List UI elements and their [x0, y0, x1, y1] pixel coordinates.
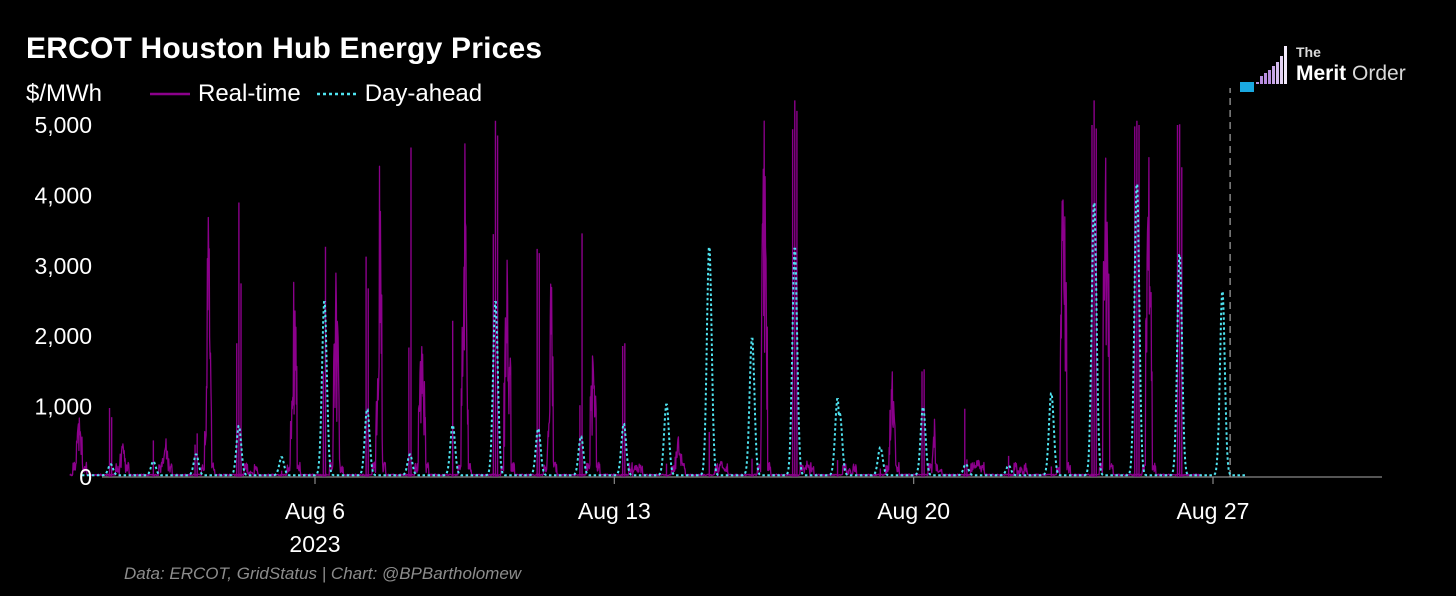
legend-item-realtime: Real-time: [150, 80, 301, 108]
logo-order-text: Order: [1352, 62, 1406, 85]
y-tick-label: 5,000: [34, 112, 92, 138]
y-tick-label: 0: [79, 464, 92, 490]
logo-wordmark: Merit Order: [1296, 62, 1406, 86]
source-note: Data: ERCOT, GridStatus | Chart: @BPBart…: [124, 564, 522, 583]
y-tick-label: 4,000: [34, 182, 92, 208]
chart-title: ERCOT Houston Hub Energy Prices: [26, 32, 543, 65]
legend-swatch-realtime: [150, 92, 190, 96]
merit-order-logo: The Merit Order: [1240, 42, 1440, 98]
x-tick-label: Aug 27: [1177, 498, 1250, 524]
y-tick-label: 3,000: [34, 253, 92, 279]
x-tick-label: Aug 20: [877, 498, 950, 524]
x-tick-sublabel: 2023: [289, 531, 340, 557]
realtime-series-line: [69, 120, 1202, 478]
x-tick-label: Aug 6: [285, 498, 345, 524]
logo-bars-icon: [1240, 46, 1287, 92]
legend-label-dayahead: Day-ahead: [364, 80, 483, 107]
y-tick-label: 1,000: [34, 394, 92, 420]
y-axis-unit-label: $/MWh: [26, 80, 103, 107]
x-tick-label: Aug 13: [578, 498, 651, 524]
chart-legend: Real-time Day-ahead: [150, 80, 498, 108]
legend-item-dayahead: Day-ahead: [316, 80, 483, 108]
legend-swatch-dayahead: [316, 92, 357, 96]
logo-merit-text: Merit: [1296, 62, 1347, 85]
legend-label-realtime: Real-time: [198, 80, 301, 107]
logo-the-text: The: [1296, 44, 1321, 60]
dayahead-series-line: [81, 183, 1246, 477]
y-tick-label: 2,000: [34, 323, 92, 349]
